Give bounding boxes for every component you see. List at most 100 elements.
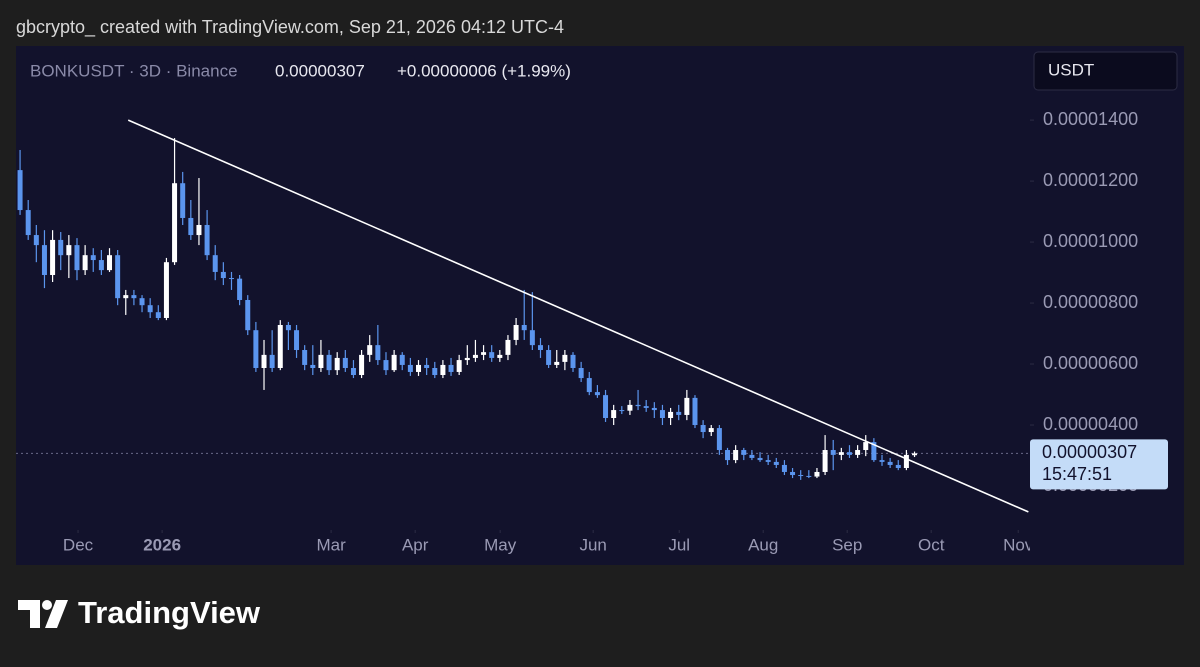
x-axis: Dec 2026 Mar Apr May Jun Jul Aug Sep Oct Nov: [63, 530, 1030, 554]
logo-dot: [42, 600, 52, 610]
candle-body: [350, 367, 356, 376]
candle-body: [375, 345, 381, 361]
candle-body: [253, 330, 259, 368]
y-tick-label: 0.00000800: [1043, 292, 1138, 312]
x-tick-label: Oct: [918, 535, 945, 554]
candle-body: [342, 357, 348, 368]
candle-body: [302, 350, 308, 365]
candle-body: [196, 224, 202, 236]
candle-body: [513, 325, 519, 340]
candle-body: [773, 461, 779, 465]
candle-body: [887, 461, 893, 465]
attribution: gbcrypto_ created with TradingView.com, …: [16, 17, 564, 38]
logo-mark: [18, 600, 40, 628]
x-tick-label: Aug: [748, 535, 778, 554]
candle-body: [172, 183, 178, 263]
candle-body: [529, 330, 535, 346]
candle-body: [464, 357, 470, 361]
axes: 0.000002000.000004000.000006000.00000800…: [1030, 109, 1168, 495]
x-tick-label: Mar: [316, 535, 346, 554]
x-tick-label: Jun: [579, 535, 606, 554]
candle-body: [895, 464, 901, 469]
brand-logo: TradingView: [18, 595, 261, 630]
candle-body: [489, 352, 495, 358]
candle-body: [123, 295, 129, 299]
candle-body: [359, 354, 365, 376]
y-tick-label: 0.00000400: [1043, 414, 1138, 434]
candle-body: [391, 354, 397, 371]
candle-body: [25, 210, 31, 236]
candle-body: [716, 428, 722, 451]
candle-body: [676, 411, 682, 415]
chart-panel: [16, 46, 1184, 565]
last-price-box: [1030, 439, 1168, 490]
currency-button[interactable]: [1033, 51, 1178, 91]
candle-body: [814, 471, 820, 477]
candle-body: [700, 425, 706, 433]
candle-body: [383, 360, 389, 371]
x-tick-label: Jul: [668, 535, 690, 554]
x-tick-label: Apr: [402, 535, 429, 554]
candle-body: [505, 339, 511, 355]
candle-body: [822, 450, 828, 472]
candle-body: [220, 271, 226, 279]
candle-body: [570, 354, 576, 368]
y-tick-label: 0.00001000: [1043, 231, 1138, 251]
candle-body: [448, 364, 454, 372]
candle-body: [554, 361, 560, 365]
x-tick-label: Dec: [63, 535, 94, 554]
candle-body: [261, 354, 267, 368]
candle-body: [399, 354, 405, 365]
logo-slash: [45, 600, 68, 628]
candle-body: [708, 428, 714, 433]
symbol-info: BONKUSDT · 3D · Binance: [30, 61, 238, 80]
candle-body: [269, 354, 275, 368]
candle-body: [139, 298, 145, 306]
candle-body: [285, 325, 291, 331]
price-change: +0.00000006 (+1.99%): [397, 61, 571, 80]
candle-body: [497, 354, 503, 358]
trendline: [127, 119, 1029, 513]
candle-body: [806, 475, 812, 477]
candle-body: [155, 312, 161, 318]
candle-body: [107, 255, 113, 271]
candle-body: [212, 255, 218, 272]
candle-body: [635, 404, 641, 407]
candle-body: [546, 350, 552, 365]
last-price-label: 0.00000307: [1042, 442, 1137, 462]
candle-body: [619, 410, 625, 412]
candle-body: [277, 325, 283, 368]
candle-body: [180, 183, 186, 218]
candle-body: [838, 452, 844, 455]
candle-body: [757, 457, 763, 461]
candle-body: [407, 364, 413, 372]
candle-body: [66, 245, 72, 256]
candle-body: [749, 454, 755, 458]
candle-body: [147, 305, 153, 313]
candle-body: [912, 453, 918, 456]
candle-body: [668, 411, 674, 419]
candle-body: [416, 364, 422, 372]
brand-name: TradingView: [78, 595, 261, 630]
candle-body: [481, 352, 487, 355]
candle-body: [472, 354, 478, 358]
candle-body: [594, 392, 600, 396]
y-tick-label: 0.00001200: [1043, 170, 1138, 190]
candle-body: [692, 397, 698, 426]
candle-body: [440, 364, 446, 376]
candle-body: [326, 354, 332, 371]
candle-body: [188, 217, 194, 236]
candle-body: [603, 395, 609, 419]
candle-body: [131, 295, 137, 299]
candle-body: [98, 260, 104, 271]
candle-body: [90, 255, 96, 261]
candle-body: [237, 278, 243, 300]
currency-label[interactable]: USDT: [1048, 60, 1094, 79]
y-tick-label: 0.00000600: [1043, 353, 1138, 373]
candle-body: [830, 450, 836, 455]
candle-body: [41, 245, 47, 275]
candle-body: [50, 239, 56, 275]
candle-body: [33, 235, 39, 246]
y-tick-label: 0.00001400: [1043, 109, 1138, 129]
